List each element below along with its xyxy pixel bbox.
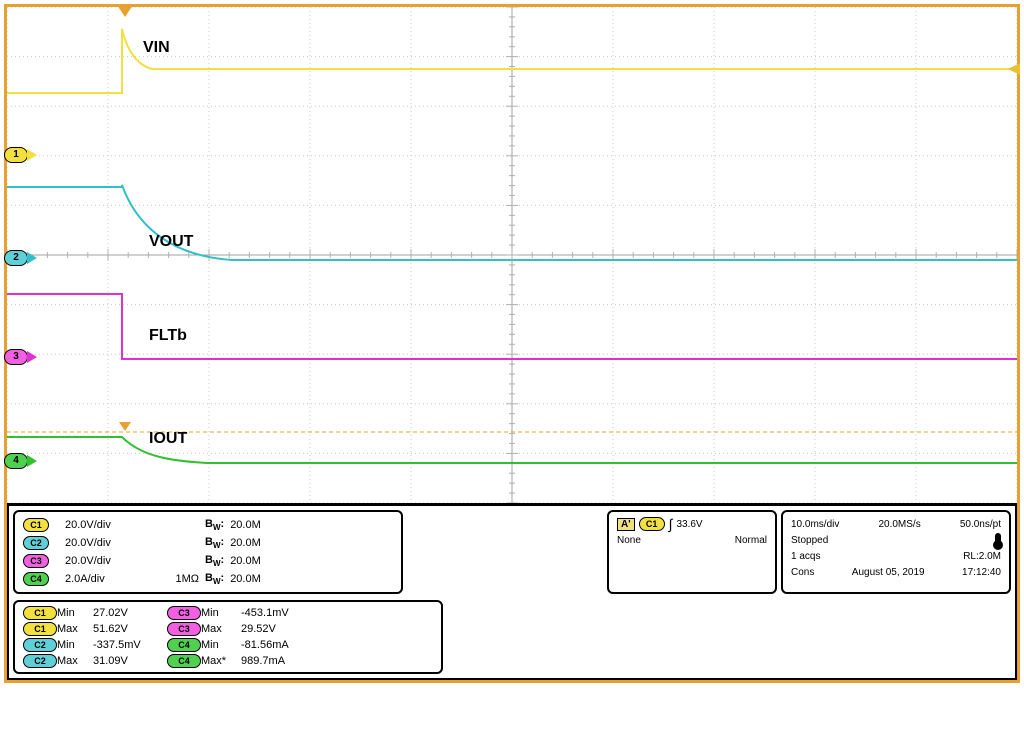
waveform-label-c1: VIN (143, 39, 170, 57)
meas-stat: Min (201, 607, 241, 619)
waveform-label-c2: VOUT (149, 233, 193, 251)
meas-value: -81.56mA (241, 639, 315, 651)
channel-scale: 20.0V/div (65, 519, 137, 531)
channel-setting-row: C4 2.0A/div 1MΩ BW: 20.0M (23, 570, 393, 588)
channel-1-marker: 1 (4, 147, 28, 163)
resolution: 50.0ns/pt (960, 519, 1001, 530)
trigger-position-marker (117, 5, 133, 17)
acq-count: 1 acqs (791, 551, 820, 562)
channel-4-marker: 4 (4, 453, 28, 469)
channel-settings-box: C1 20.0V/div BW: 20.0M C2 20.0V/div BW: 20… (13, 510, 403, 594)
meas-stat: Min (57, 639, 93, 651)
meas-value: 31.09V (93, 655, 167, 667)
channel-2-marker: 2 (4, 250, 28, 266)
bandwidth-label: BW: (205, 536, 224, 550)
bandwidth-value: 20.0M (230, 537, 261, 549)
channel-pill: C4 (23, 572, 49, 586)
bandwidth-value: 20.0M (230, 573, 261, 585)
thermometer-icon (995, 533, 1001, 547)
trigger-secondary-marker (119, 422, 131, 431)
meas-stat: Min (57, 607, 93, 619)
bandwidth-value: 20.0M (230, 555, 261, 567)
meas-value: -337.5mV (93, 639, 167, 651)
meas-channel-pill: C3 (167, 622, 201, 636)
meas-channel-pill: C1 (23, 606, 57, 620)
meas-stat: Max* (201, 655, 241, 667)
meas-value: 51.62V (93, 623, 167, 635)
trigger-a-prime: A' (617, 518, 635, 531)
waveform-display: 1 VIN 2 VOUT 3 FLTb 4 IOUT (7, 7, 1017, 503)
timebase: 10.0ms/div (791, 519, 839, 530)
meas-stat: Max (201, 623, 241, 635)
meas-channel-pill: C4 (167, 654, 201, 668)
meas-channel-pill: C4 (167, 638, 201, 652)
meas-channel-pill: C3 (167, 606, 201, 620)
meas-value: 989.7mA (241, 655, 315, 667)
acq-time: 17:12:40 (962, 567, 1001, 578)
meas-channel-pill: C2 (23, 654, 57, 668)
channel-pill: C3 (23, 554, 49, 568)
channel-setting-row: C1 20.0V/div BW: 20.0M (23, 516, 393, 534)
trigger-level-arrow (1008, 63, 1020, 75)
bandwidth-label: BW: (205, 518, 224, 532)
bandwidth-label: BW: (205, 554, 224, 568)
channel-pill: C1 (23, 518, 49, 532)
record-length: RL:2.0M (963, 551, 1001, 562)
acq-date: August 05, 2019 (852, 567, 925, 578)
channel-scale: 20.0V/div (65, 555, 137, 567)
acquisition-box: 10.0ms/div 20.0MS/s 50.0ns/pt Stopped 1 … (781, 510, 1011, 594)
meas-stat: Max (57, 655, 93, 667)
meas-channel-pill: C1 (23, 622, 57, 636)
channel-4-arrow-icon (27, 455, 37, 467)
channel-setting-row: C3 20.0V/div BW: 20.0M (23, 552, 393, 570)
channel-coupling: 1MΩ (143, 573, 199, 585)
measurements-box: C1Min27.02VC3Min-453.1mVC1Max51.62VC3Max… (13, 600, 443, 674)
channel-1-arrow-icon (27, 149, 37, 161)
trigger-source-pill: C1 (639, 517, 665, 531)
meas-value: 29.52V (241, 623, 315, 635)
channel-pill: C2 (23, 536, 49, 550)
bandwidth-label: BW: (205, 572, 224, 586)
waveform-label-c4: IOUT (149, 430, 187, 448)
channel-2-arrow-icon (27, 252, 37, 264)
oscilloscope-frame: 1 VIN 2 VOUT 3 FLTb 4 IOUT C1 20.0V/div BW: 20.0… (4, 4, 1020, 683)
meas-value: -453.1mV (241, 607, 315, 619)
grid-svg (7, 7, 1017, 503)
trigger-level: 33.6V (676, 519, 702, 530)
run-state: Stopped (791, 535, 828, 546)
channel-3-arrow-icon (27, 351, 37, 363)
meas-channel-pill: C2 (23, 638, 57, 652)
channel-3-marker: 3 (4, 349, 28, 365)
channel-scale: 2.0A/div (65, 573, 137, 585)
meas-value: 27.02V (93, 607, 167, 619)
sample-rate: 20.0MS/s (878, 519, 920, 530)
waveform-label-c3: FLTb (149, 327, 187, 345)
channel-scale: 20.0V/div (65, 537, 137, 549)
rising-edge-icon: ∫ (669, 516, 673, 532)
meas-stat: Max (57, 623, 93, 635)
trigger-box: A' C1 ∫ 33.6V None Normal (607, 510, 777, 594)
cons-label: Cons (791, 567, 814, 578)
trigger-mode-right: Normal (735, 535, 767, 546)
trigger-mode-left: None (617, 535, 641, 546)
bandwidth-value: 20.0M (230, 519, 261, 531)
channel-setting-row: C2 20.0V/div BW: 20.0M (23, 534, 393, 552)
readout-panel: C1 20.0V/div BW: 20.0M C2 20.0V/div BW: 20… (7, 503, 1017, 680)
meas-stat: Min (201, 639, 241, 651)
